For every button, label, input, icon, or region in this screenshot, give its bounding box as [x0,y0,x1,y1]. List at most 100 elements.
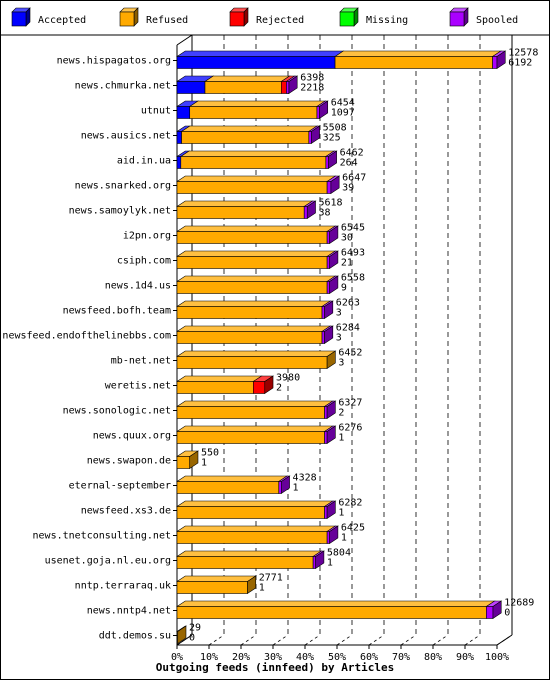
x-tick-label-50: 50% [328,652,346,663]
bar-segment-rejected [281,81,287,94]
category-label: newsfeed.xs3.de [81,506,171,517]
category-label: mb-net.net [111,356,171,367]
bar-total-label: 2771 [259,573,283,584]
bar-spooled-label: 1 [338,433,344,444]
bar-segment-top-refused [176,425,334,432]
bar-total-label: 6398 [300,73,324,84]
bar-total-label: 6425 [341,523,365,534]
bar-spooled-label: 1 [259,583,265,594]
bar-segment-top-refused [176,575,257,582]
x-tick-label-20: 20% [232,652,250,663]
bar-total-label: 6282 [338,498,362,509]
category-label: i2pn.org [123,231,171,242]
bar-segment-spooled [308,131,312,144]
bar-side-face [329,250,339,270]
bar-segment-refused [176,256,328,269]
bar-segment-accepted [176,156,182,169]
bar-segment-refused [176,431,325,444]
bar-segment-top-refused [176,500,334,507]
bar-segment-refused [176,381,254,394]
legend-label-spooled: Spooled [476,15,518,26]
bar-spooled-label: 264 [340,158,358,169]
category-label: news.hispagatos.org [57,56,171,67]
bar-segment-spooled [286,81,290,94]
bar-segment-refused [176,456,191,469]
bar-segment-top-refused [203,75,291,82]
bar-side-face [288,75,298,95]
bar-segment-spooled [325,156,329,169]
bar-side-face [189,450,199,470]
category-label: eternal-september [69,481,171,492]
bar-segment-refused [176,231,328,244]
legend-swatch-accepted [11,11,27,27]
bar-segment-spooled [324,406,328,419]
bar-segment-top-refused [176,375,263,382]
bar-side-face [247,575,257,595]
bar-spooled-label: 2 [338,408,344,419]
bar-total-label: 5618 [319,198,343,209]
legend-swatch-rejected [229,11,245,27]
bar-side-face [264,375,274,395]
x-tick-label-60: 60% [360,652,378,663]
bar-spooled-label: 2 [276,383,282,394]
bar-total-label: 5804 [327,548,351,559]
bar-spooled-label: 1 [327,558,333,569]
bar-segment-accepted [176,81,206,94]
bar-segment-refused [181,131,310,144]
bar-segment-spooled [326,231,330,244]
x-tick-label-80: 80% [424,652,442,663]
category-label: nntp.terraraq.uk [75,581,171,592]
bar-segment-spooled [278,481,282,494]
bar-total-label: 4328 [293,473,317,484]
bar-side-face [324,300,334,320]
bar-side-face [306,200,316,220]
bar-segment-refused [176,356,328,369]
bar-segment-top-refused [176,175,337,182]
x-tick-label-30: 30% [264,652,282,663]
bar-total-label: 12578 [508,48,538,59]
bar-total-label: 12689 [504,598,534,609]
bar-segment-top-refused [176,300,332,307]
bar-spooled-label: 1 [341,533,347,544]
x-tick-label-70: 70% [392,652,410,663]
bar-segment-accepted [176,106,191,119]
legend-swatch-missing [339,11,355,27]
legend-label-refused: Refused [146,15,188,26]
bar-spooled-label: 0 [189,633,195,644]
bar-side-face [315,550,325,570]
bar-total-label: 3980 [276,373,300,384]
x-tick-label-40: 40% [296,652,314,663]
category-label: news.swapon.de [87,456,171,467]
category-label: news.samoylyk.net [69,206,171,217]
bar-segment-spooled [492,56,498,69]
bar-segment-refused [176,331,323,344]
bar-segment-accepted [176,56,336,69]
category-label: ddt.demos.su [99,631,171,642]
bar-spooled-label: 3 [338,358,344,369]
bar-segment-top-refused [176,325,332,332]
bar-segment-spooled [321,331,325,344]
bar-segment-refused [189,106,318,119]
bar-segment-spooled [326,256,330,269]
bar-segment-top-refused [176,200,314,207]
category-labels: news.hispagatos.org news.chmurka.net utnut… [2,56,177,642]
bar-segment-refused [176,606,487,619]
bar-side-face [326,500,336,520]
bar-segment-spooled [324,431,328,444]
x-axis: 0% 10% 20% 30% 40% 50% 60% 70% 80% 90% 100% [171,645,509,663]
x-tick-label-0: 0% [171,652,183,663]
bar-segment-refused [176,406,325,419]
bar-spooled-label: 2218 [300,83,324,94]
